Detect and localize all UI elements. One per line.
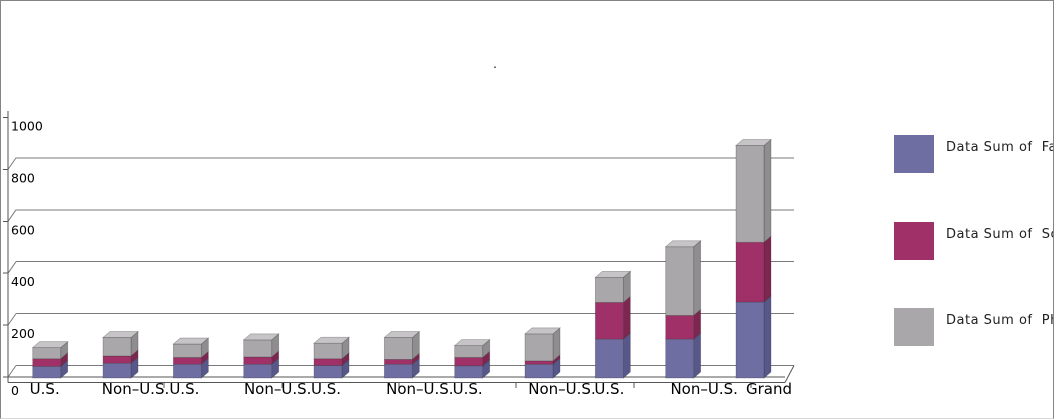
bar-segment[interactable] — [735, 241, 765, 303]
legend-entry[interactable]: Data Sum of Sc — [894, 222, 1054, 268]
bar-segment[interactable] — [172, 343, 202, 358]
bar-segment[interactable] — [172, 363, 202, 379]
bar-segment[interactable] — [32, 347, 62, 360]
bar-segment-side[interactable] — [693, 332, 702, 379]
bar-segment[interactable] — [735, 301, 765, 379]
y-tick-label: 1000 — [11, 119, 43, 134]
x-category-label: U.S. — [594, 380, 624, 398]
bar-top-face[interactable] — [102, 331, 140, 338]
y-tick-label: 0 — [11, 383, 19, 398]
bar-segment[interactable] — [524, 360, 554, 365]
bar-segment[interactable] — [102, 337, 132, 357]
x-category-label: Non–U.S. — [670, 380, 737, 398]
gridline-connector — [7, 365, 17, 378]
bar-segment[interactable] — [243, 339, 273, 358]
y-tick-label: 200 — [11, 326, 35, 341]
bar-segment[interactable] — [594, 338, 624, 379]
bar-segment[interactable] — [383, 363, 413, 379]
bar-segment-side[interactable] — [622, 295, 631, 340]
bar-segment[interactable] — [32, 358, 62, 367]
legend-swatch — [894, 308, 934, 346]
y-tick-label: 800 — [11, 170, 35, 185]
bar-segment[interactable] — [524, 363, 554, 379]
bar-segment[interactable] — [594, 276, 624, 303]
x-category-label: Grand — [746, 380, 792, 398]
bar-segment-side[interactable] — [622, 332, 631, 379]
bar-top-face[interactable] — [383, 331, 421, 338]
bar-top-face[interactable] — [523, 327, 562, 335]
bar-segment[interactable] — [454, 345, 484, 358]
bar-segment[interactable] — [454, 365, 484, 379]
bar-segment[interactable] — [313, 358, 343, 366]
floor-right-edge — [784, 365, 795, 383]
legend-label: Data Sum of Sc — [946, 227, 1054, 242]
x-category-label: Non–U.S. — [386, 380, 453, 398]
bar-segment[interactable] — [665, 338, 695, 379]
bar-top-face[interactable] — [594, 270, 632, 278]
gridline-connector — [7, 261, 17, 274]
bar-segment-side[interactable] — [763, 138, 772, 244]
bar-segment[interactable] — [313, 342, 343, 360]
legend-entry[interactable]: Data Sum of Fa — [894, 135, 1054, 181]
chart-title: . — [493, 57, 497, 71]
bar-segment[interactable] — [383, 337, 413, 360]
x-category-label: U.S. — [311, 380, 341, 398]
legend-swatch — [894, 135, 934, 173]
bar-segment[interactable] — [665, 315, 695, 340]
legend-label: Data Sum of Fa — [946, 140, 1054, 155]
bar-segment[interactable] — [313, 365, 343, 379]
bar-segment[interactable] — [102, 355, 132, 364]
x-category-label: U.S. — [453, 380, 483, 398]
y-tick-label: 600 — [11, 222, 35, 237]
bar-top-face[interactable] — [453, 339, 491, 346]
bar-segment[interactable] — [102, 362, 132, 379]
bar-segment[interactable] — [243, 363, 273, 379]
bar-segment[interactable] — [524, 333, 554, 362]
gridline-connector — [7, 157, 17, 170]
bar-segment[interactable] — [172, 357, 202, 365]
x-category-label: Non–U.S. — [244, 380, 311, 398]
bar-top-face[interactable] — [664, 240, 702, 248]
legend-swatch — [894, 222, 934, 260]
bar-top-face[interactable] — [313, 336, 351, 344]
bar-segment-side[interactable] — [693, 239, 702, 317]
bar-top-face[interactable] — [734, 139, 773, 146]
x-category-label: Non–U.S. — [528, 380, 595, 398]
bar-segment[interactable] — [594, 302, 624, 340]
gridline-connector — [7, 313, 17, 326]
bar-segment[interactable] — [243, 356, 273, 365]
x-category-label: U.S. — [30, 380, 60, 398]
bar-segment[interactable] — [383, 358, 413, 365]
legend-entry[interactable]: Data Sum of Ph — [894, 308, 1054, 354]
bar-segment-side[interactable] — [763, 295, 772, 379]
bar-top-face[interactable] — [31, 341, 69, 349]
chart-legend: Data Sum of Fa Data Sum of Sc Data Sum of … — [894, 1, 1054, 418]
bar-top-face[interactable] — [172, 337, 210, 345]
bar-top-face[interactable] — [242, 333, 280, 341]
x-category-label: U.S. — [169, 380, 199, 398]
y-tick-label: 400 — [11, 274, 35, 289]
bar-segment[interactable] — [32, 365, 62, 379]
bar-segment[interactable] — [665, 246, 695, 316]
gridline-connector — [7, 209, 17, 222]
x-category-label: Non–U.S. — [102, 380, 169, 398]
bar-segment[interactable] — [454, 357, 484, 367]
legend-label: Data Sum of Ph — [946, 313, 1054, 328]
bar-segment[interactable] — [735, 145, 765, 243]
bar-segment-side[interactable] — [763, 235, 772, 303]
